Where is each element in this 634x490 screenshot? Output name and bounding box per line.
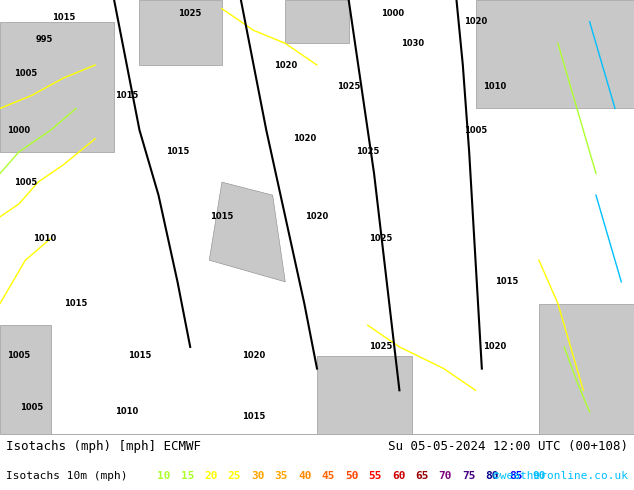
Polygon shape [209, 182, 285, 282]
Text: 1000: 1000 [382, 8, 404, 18]
Polygon shape [317, 356, 412, 434]
Polygon shape [476, 0, 634, 108]
Text: ©weatheronline.co.uk: ©weatheronline.co.uk [493, 471, 628, 481]
Text: 90: 90 [533, 471, 546, 481]
Text: 1020: 1020 [306, 212, 328, 221]
Text: 1005: 1005 [20, 403, 43, 412]
Text: 45: 45 [321, 471, 335, 481]
Polygon shape [539, 303, 634, 434]
Text: 1005: 1005 [8, 351, 30, 360]
Text: 1025: 1025 [337, 82, 360, 91]
Text: 60: 60 [392, 471, 405, 481]
Text: 1025: 1025 [369, 234, 392, 243]
Text: 65: 65 [415, 471, 429, 481]
Text: 1025: 1025 [179, 8, 202, 18]
Text: 35: 35 [275, 471, 288, 481]
Polygon shape [285, 0, 349, 43]
Text: 1010: 1010 [33, 234, 56, 243]
Text: 1005: 1005 [464, 125, 487, 135]
Text: 1025: 1025 [369, 343, 392, 351]
Text: 85: 85 [509, 471, 522, 481]
Text: 995: 995 [36, 34, 53, 44]
Text: 40: 40 [298, 471, 311, 481]
Text: 1005: 1005 [14, 69, 37, 78]
Text: 30: 30 [251, 471, 264, 481]
Polygon shape [0, 325, 51, 434]
Text: 1005: 1005 [14, 178, 37, 187]
Text: 1015: 1015 [115, 91, 138, 100]
Text: 1030: 1030 [401, 39, 424, 48]
Polygon shape [139, 0, 222, 65]
Text: 1015: 1015 [166, 147, 189, 156]
Text: 1000: 1000 [8, 125, 30, 135]
Text: 1020: 1020 [293, 134, 316, 143]
Text: 1020: 1020 [242, 351, 265, 360]
Text: 50: 50 [345, 471, 358, 481]
Text: 20: 20 [204, 471, 217, 481]
Text: 70: 70 [439, 471, 452, 481]
Text: 75: 75 [462, 471, 476, 481]
Polygon shape [0, 22, 114, 152]
Text: 1010: 1010 [115, 408, 138, 416]
Text: 1010: 1010 [483, 82, 506, 91]
Text: 1020: 1020 [464, 17, 487, 26]
Text: 1020: 1020 [274, 61, 297, 70]
Text: 1020: 1020 [483, 343, 506, 351]
Text: 1015: 1015 [128, 351, 151, 360]
Text: 1015: 1015 [52, 13, 75, 22]
Text: Isotachs 10m (mph): Isotachs 10m (mph) [6, 471, 128, 481]
Text: 15: 15 [181, 471, 194, 481]
Text: 25: 25 [228, 471, 241, 481]
Text: 55: 55 [368, 471, 382, 481]
Text: 1025: 1025 [356, 147, 379, 156]
Text: Isotachs (mph) [mph] ECMWF: Isotachs (mph) [mph] ECMWF [6, 440, 202, 453]
Text: 80: 80 [486, 471, 499, 481]
Text: Su 05-05-2024 12:00 UTC (00+108): Su 05-05-2024 12:00 UTC (00+108) [387, 440, 628, 453]
Text: 1015: 1015 [242, 412, 265, 421]
Text: 1015: 1015 [496, 277, 519, 286]
Text: 1015: 1015 [65, 299, 87, 308]
Text: 10: 10 [157, 471, 171, 481]
Text: 1015: 1015 [210, 212, 233, 221]
